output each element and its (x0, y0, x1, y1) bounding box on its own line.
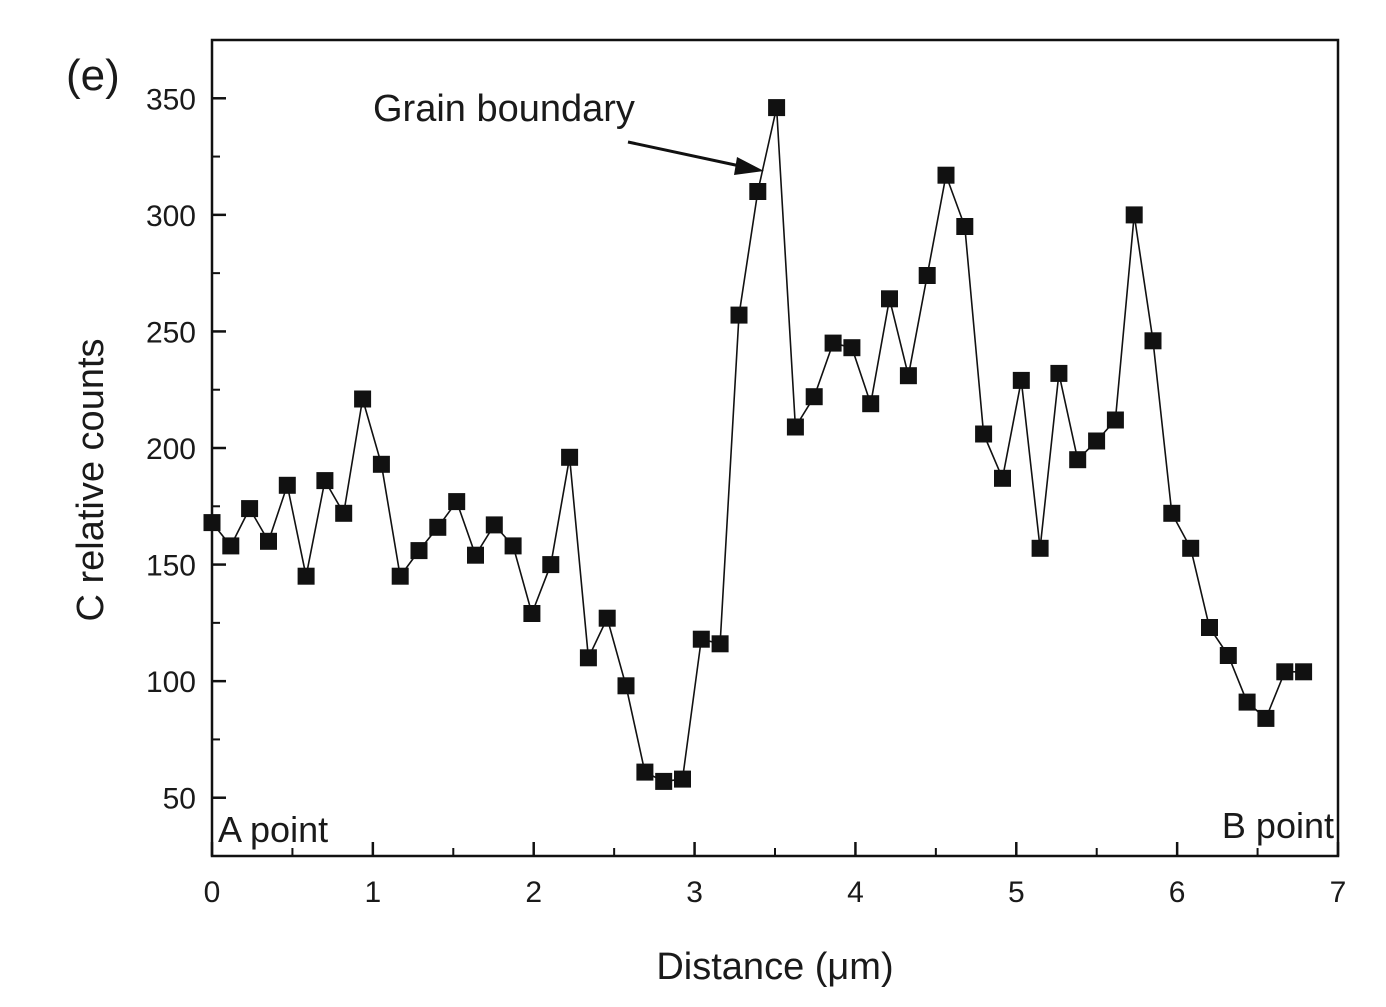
data-point (1088, 432, 1106, 450)
data-point (881, 290, 898, 308)
data-point (1182, 539, 1200, 557)
grain-boundary-label: Grain boundary (373, 88, 635, 130)
data-point (429, 518, 447, 536)
data-point (1125, 206, 1143, 224)
data-point (278, 476, 296, 494)
x-tick-label: 1 (365, 876, 382, 909)
data-point (467, 546, 484, 564)
data-point (1106, 411, 1124, 429)
y-tick-label: 350 (146, 83, 196, 116)
data-point (918, 267, 936, 284)
data-point (805, 388, 823, 406)
y-axis-title: C relative counts (70, 338, 112, 621)
y-tick-label: 100 (146, 666, 196, 699)
data-point (1031, 539, 1049, 557)
y-tick-label: 250 (146, 316, 196, 349)
b-point-label: B point (1222, 805, 1334, 846)
data-point (561, 448, 579, 466)
data-point (504, 537, 522, 555)
data-series (203, 99, 1313, 790)
data-point (1163, 504, 1181, 522)
y-axis-ticks: 50 100 150 200 250 300 350 (146, 39, 226, 816)
data-point (1050, 364, 1068, 382)
y-tick-label: 200 (146, 433, 196, 466)
data-point (655, 772, 673, 790)
data-point (994, 469, 1011, 487)
data-point (899, 367, 917, 385)
data-point (617, 677, 635, 695)
annotation-arrow (627, 140, 764, 175)
data-point (354, 390, 372, 408)
y-tick-label: 150 (146, 550, 196, 583)
y-tick-label: 50 (163, 783, 196, 816)
data-point (1012, 371, 1030, 389)
data-point (674, 770, 691, 788)
data-point (730, 306, 748, 324)
data-point (636, 763, 654, 781)
data-point (448, 493, 466, 511)
x-tick-label: 3 (686, 876, 703, 909)
x-axis-ticks: 0 1 2 3 4 5 6 7 (204, 842, 1347, 909)
x-tick-label: 0 (204, 876, 221, 909)
plot-frame (210, 38, 1340, 858)
data-point (523, 605, 541, 622)
data-point (956, 218, 974, 235)
data-point (316, 472, 334, 490)
x-tick-label: 4 (847, 876, 864, 909)
data-point (1201, 619, 1218, 636)
data-point (485, 516, 503, 534)
data-point (241, 500, 259, 518)
data-point (1069, 451, 1087, 469)
data-point (372, 455, 390, 473)
data-point (1276, 663, 1294, 681)
data-point (579, 649, 597, 667)
data-point (1219, 647, 1237, 664)
data-point (203, 514, 221, 532)
data-point (862, 395, 880, 413)
annotation-arrow-shaft (627, 140, 741, 168)
panel-label: (e) (66, 51, 120, 100)
data-point (391, 567, 409, 585)
data-point (843, 339, 861, 357)
data-point (711, 635, 729, 653)
y-tick-label: 300 (146, 200, 196, 233)
annotation-arrow-head (734, 157, 764, 175)
data-point (1144, 332, 1162, 350)
data-point (1257, 709, 1275, 727)
x-tick-label: 2 (525, 876, 542, 909)
data-point (786, 418, 804, 436)
data-point (749, 183, 767, 200)
data-point (335, 504, 353, 522)
a-point-label: A point (218, 809, 328, 850)
data-point (1238, 693, 1256, 711)
data-point (260, 532, 277, 550)
data-point (768, 99, 786, 117)
data-point (542, 556, 560, 574)
x-tick-label: 7 (1330, 876, 1347, 909)
data-point (975, 425, 993, 443)
data-point (824, 334, 842, 352)
data-point (410, 542, 428, 560)
data-point (297, 567, 315, 585)
data-point (222, 537, 240, 555)
x-axis-title: Distance (μm) (656, 946, 893, 988)
data-point (937, 166, 955, 184)
data-point (598, 609, 616, 627)
x-tick-label: 6 (1169, 876, 1186, 909)
x-tick-label: 5 (1008, 876, 1025, 909)
data-point (1295, 663, 1313, 681)
data-point (692, 630, 710, 648)
